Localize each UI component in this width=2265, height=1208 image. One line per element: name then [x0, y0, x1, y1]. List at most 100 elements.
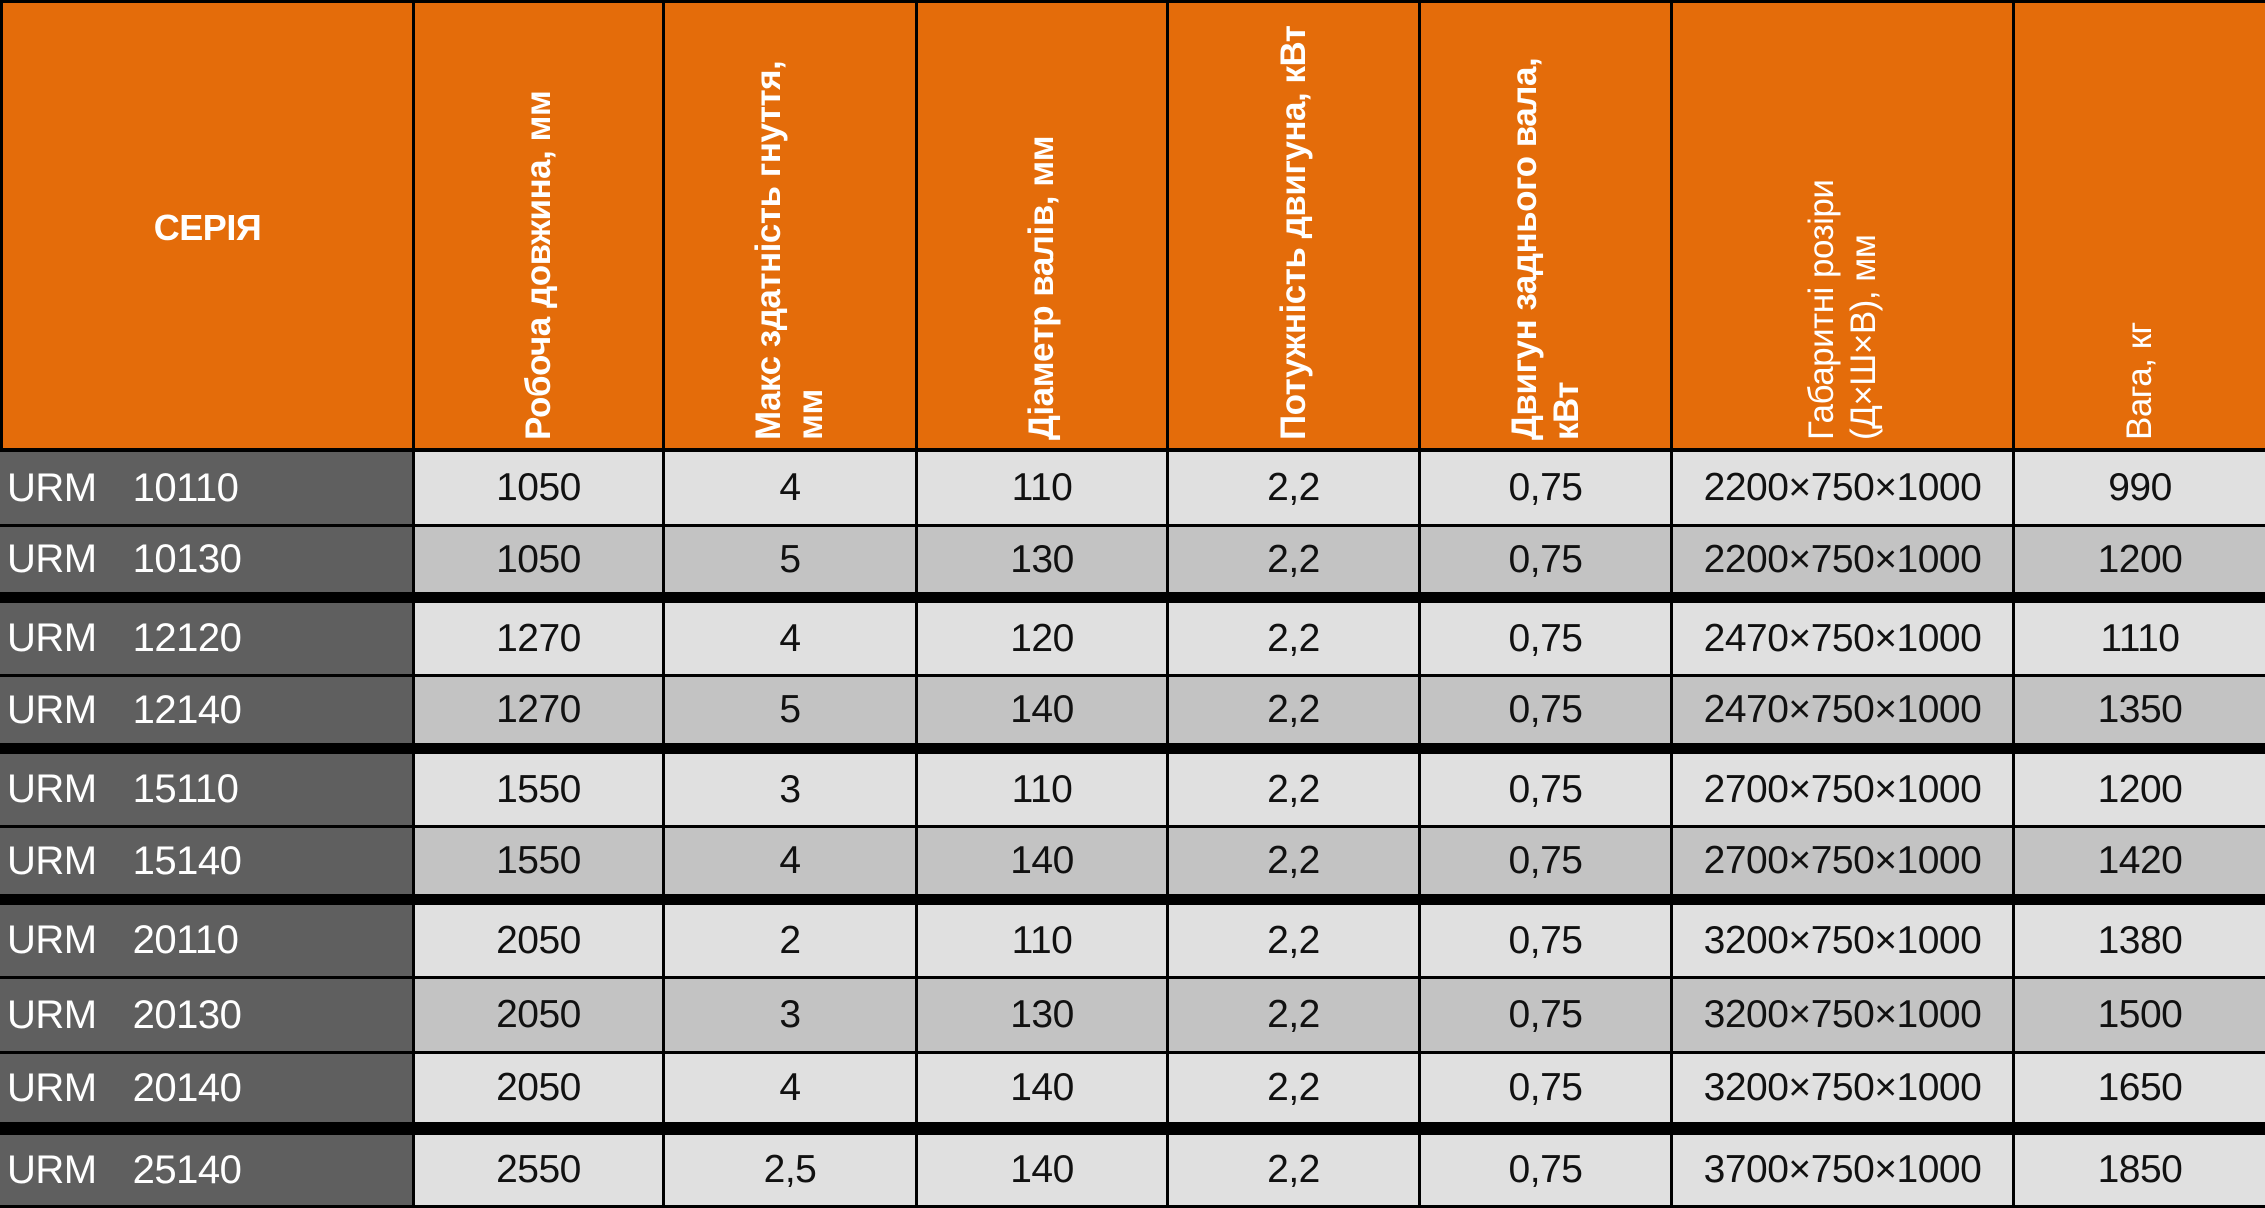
rear-motor-cell: 0,75: [1421, 452, 1670, 524]
dimensions-cell: 2700×750×1000: [1673, 754, 2012, 825]
max-bend-cell: 3: [665, 754, 915, 825]
work-length-cell: 1550: [415, 828, 662, 894]
work-length-cell: 2550: [415, 1135, 662, 1205]
header-series: СЕРІЯ: [3, 3, 412, 448]
max-bend-cell: 2: [665, 905, 915, 976]
roll-diameter-cell: 110: [918, 452, 1166, 524]
table-row: URM 20110 2050 2 110 2,2 0,75 3200×750×10…: [0, 905, 2265, 976]
motor-power-cell: 2,2: [1169, 677, 1418, 743]
table-row: URM 15140 1550 4 140 2,2 0,75 2700×750×10…: [0, 828, 2265, 894]
dimensions-cell: 3700×750×1000: [1673, 1135, 2012, 1205]
work-length-cell: 2050: [415, 1054, 662, 1122]
motor-power-cell: 2,2: [1169, 828, 1418, 894]
rear-motor-cell: 0,75: [1421, 603, 1670, 674]
series-cell: URM 10130: [0, 527, 412, 592]
table-row: URM 10130 1050 5 130 2,2 0,75 2200×750×10…: [0, 527, 2265, 592]
motor-power-cell: 2,2: [1169, 452, 1418, 524]
roll-diameter-cell: 110: [918, 754, 1166, 825]
header-dimensions-line2: (Д×Ш×В), мм: [1843, 234, 1883, 440]
header-weight: Вага, кг: [2015, 3, 2265, 448]
work-length-cell: 1050: [415, 452, 662, 524]
weight-cell: 990: [2015, 452, 2265, 524]
motor-power-cell: 2,2: [1169, 527, 1418, 592]
max-bend-cell: 2,5: [665, 1135, 915, 1205]
weight-cell: 1110: [2015, 603, 2265, 674]
roll-diameter-cell: 120: [918, 603, 1166, 674]
roll-diameter-cell: 140: [918, 1054, 1166, 1122]
dimensions-cell: 2200×750×1000: [1673, 527, 2012, 592]
table-row: URM 10110 1050 4 110 2,2 0,75 2200×750×10…: [0, 452, 2265, 524]
roll-diameter-cell: 130: [918, 979, 1166, 1051]
work-length-cell: 2050: [415, 979, 662, 1051]
roll-diameter-cell: 130: [918, 527, 1166, 592]
rear-motor-cell: 0,75: [1421, 905, 1670, 976]
weight-cell: 1200: [2015, 754, 2265, 825]
weight-cell: 1500: [2015, 979, 2265, 1051]
header-roll-diameter: Діаметр валів, мм: [918, 3, 1166, 448]
weight-cell: 1350: [2015, 677, 2265, 743]
header-max-bend-line2: мм: [791, 389, 830, 440]
work-length-cell: 1270: [415, 677, 662, 743]
dimensions-cell: 2700×750×1000: [1673, 828, 2012, 894]
header-max-bend-line1: Макс здатність гнуття,: [749, 60, 788, 440]
header-work-length: Робоча довжина, мм: [415, 3, 662, 448]
header-max-bend: Макс здатність гнуття, мм: [665, 3, 915, 448]
max-bend-cell: 4: [665, 452, 915, 524]
motor-power-cell: 2,2: [1169, 603, 1418, 674]
series-cell: URM 15140: [0, 828, 412, 894]
header-dimensions: Габаритні розіри (Д×Ш×В), мм: [1673, 3, 2012, 448]
header-motor-power: Потужність двигуна, кВт: [1169, 3, 1418, 448]
dimensions-cell: 2470×750×1000: [1673, 677, 2012, 743]
weight-cell: 1420: [2015, 828, 2265, 894]
series-cell: URM 12140: [0, 677, 412, 743]
dimensions-cell: 2470×750×1000: [1673, 603, 2012, 674]
table-row: URM 20130 2050 3 130 2,2 0,75 3200×750×10…: [0, 979, 2265, 1051]
rear-motor-cell: 0,75: [1421, 1054, 1670, 1122]
motor-power-cell: 2,2: [1169, 1054, 1418, 1122]
header-dimensions-line1: Габаритні розіри: [1801, 179, 1841, 440]
series-cell: URM 25140: [0, 1135, 412, 1205]
dimensions-cell: 2200×750×1000: [1673, 452, 2012, 524]
series-cell: URM 20140: [0, 1054, 412, 1122]
rear-motor-cell: 0,75: [1421, 754, 1670, 825]
header-work-length-label: Робоча довжина, мм: [518, 90, 558, 440]
work-length-cell: 1550: [415, 754, 662, 825]
header-series-label: СЕРІЯ: [153, 206, 262, 248]
series-cell: URM 10110: [0, 452, 412, 524]
motor-power-cell: 2,2: [1169, 754, 1418, 825]
rear-motor-cell: 0,75: [1421, 677, 1670, 743]
series-cell: URM 20110: [0, 905, 412, 976]
header-motor-power-label: Потужність двигуна, кВт: [1273, 25, 1313, 440]
weight-cell: 1850: [2015, 1135, 2265, 1205]
header-weight-label: Вага, кг: [2120, 322, 2159, 440]
max-bend-cell: 5: [665, 527, 915, 592]
header-roll-diameter-label: Діаметр валів, мм: [1022, 136, 1061, 440]
roll-diameter-cell: 140: [918, 1135, 1166, 1205]
table-row: URM 12140 1270 5 140 2,2 0,75 2470×750×10…: [0, 677, 2265, 743]
motor-power-cell: 2,2: [1169, 979, 1418, 1051]
series-cell: URM 15110: [0, 754, 412, 825]
header-rear-motor-line2: кВт: [1546, 382, 1586, 440]
header-rear-motor: Двигун заднього вала, кВт: [1421, 3, 1670, 448]
rear-motor-cell: 0,75: [1421, 828, 1670, 894]
rear-motor-cell: 0,75: [1421, 527, 1670, 592]
max-bend-cell: 4: [665, 1054, 915, 1122]
dimensions-cell: 3200×750×1000: [1673, 979, 2012, 1051]
header-rear-motor-line1: Двигун заднього вала,: [1504, 57, 1544, 440]
max-bend-cell: 4: [665, 603, 915, 674]
max-bend-cell: 3: [665, 979, 915, 1051]
work-length-cell: 1270: [415, 603, 662, 674]
dimensions-cell: 3200×750×1000: [1673, 1054, 2012, 1122]
max-bend-cell: 5: [665, 677, 915, 743]
table-row: URM 12120 1270 4 120 2,2 0,75 2470×750×10…: [0, 603, 2265, 674]
work-length-cell: 1050: [415, 527, 662, 592]
roll-diameter-cell: 110: [918, 905, 1166, 976]
motor-power-cell: 2,2: [1169, 905, 1418, 976]
max-bend-cell: 4: [665, 828, 915, 894]
table-row: URM 20140 2050 4 140 2,2 0,75 3200×750×10…: [0, 1054, 2265, 1122]
roll-diameter-cell: 140: [918, 828, 1166, 894]
table-row: URM 25140 2550 2,5 140 2,2 0,75 3700×750×…: [0, 1135, 2265, 1205]
rear-motor-cell: 0,75: [1421, 979, 1670, 1051]
series-cell: URM 20130: [0, 979, 412, 1051]
